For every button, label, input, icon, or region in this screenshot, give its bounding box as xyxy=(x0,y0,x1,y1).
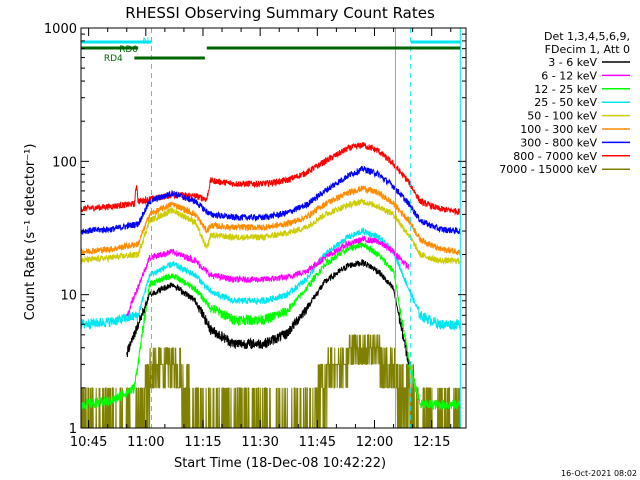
y-tick-label: 100 xyxy=(52,155,77,170)
y-axis-label: Count Rate (s⁻¹ detector⁻¹) xyxy=(23,144,38,321)
plot-frame xyxy=(80,27,467,429)
x-tick-label: 10:45 xyxy=(70,435,107,450)
series-line-12-25-kev xyxy=(81,241,461,411)
x-tick-label: 11:30 xyxy=(241,435,278,450)
footer-timestamp: 16-Oct-2021 08:02 xyxy=(561,469,637,478)
x-axis-label: Start Time (18-Dec-08 10:42:22) xyxy=(174,456,386,471)
x-tick-label: 11:15 xyxy=(184,435,221,450)
legend-entry-label: 100 - 300 keV xyxy=(520,123,597,136)
legend-header-line: FDecim 1, Att 0 xyxy=(545,43,630,56)
legend-entry-label: 50 - 100 keV xyxy=(527,110,597,123)
x-axis: 10:45 11:00 11:15 11:30 11:45 12:00 12:15 xyxy=(70,28,452,450)
series-layer xyxy=(81,142,461,428)
legend-entry-label: 3 - 6 keV xyxy=(548,56,597,69)
x-tick-label: 12:15 xyxy=(413,435,450,450)
legend-entry-label: 12 - 25 keV xyxy=(534,83,597,96)
series-line-6-12-kev xyxy=(126,234,410,317)
flag-label-rd4: RD4 xyxy=(104,54,123,64)
flag-label-rd0: RD0 xyxy=(119,45,138,55)
y-tick-label: 10 xyxy=(60,289,77,304)
series-line-800-7000-kev xyxy=(81,142,461,216)
x-tick-label: 11:00 xyxy=(127,435,164,450)
chart-title: RHESSI Observing Summary Count Rates xyxy=(125,4,435,22)
x-tick-label: 12:00 xyxy=(356,435,393,450)
legend-entry-label: 800 - 7000 keV xyxy=(513,150,597,163)
legend: Det 1,3,4,5,6,9,FDecim 1, Att 03 - 6 keV… xyxy=(499,30,630,176)
y-tick-label: 1000 xyxy=(44,22,77,37)
legend-entry-label: 25 - 50 keV xyxy=(534,96,597,109)
x-tick-label: 11:45 xyxy=(299,435,336,450)
series-line-25-50-kev xyxy=(81,226,461,332)
time-markers xyxy=(81,28,461,428)
legend-entry-label: 300 - 800 keV xyxy=(520,136,597,149)
y-tick-label: 1 xyxy=(69,422,77,437)
series-line-3-6-kev xyxy=(126,259,410,365)
legend-entry-label: 6 - 12 keV xyxy=(541,69,597,82)
series-line-300-800-kev xyxy=(81,165,461,235)
series-line-100-300-kev xyxy=(81,185,461,257)
series-line-50-100-kev xyxy=(81,198,461,266)
legend-entry-label: 7000 - 15000 keV xyxy=(499,163,597,176)
series-line-7000-15000-kev xyxy=(81,334,461,428)
y-axis: 1 10 100 1000 xyxy=(44,22,466,437)
legend-header-line: Det 1,3,4,5,6,9, xyxy=(544,30,630,43)
flag-label-n: N xyxy=(143,37,150,47)
